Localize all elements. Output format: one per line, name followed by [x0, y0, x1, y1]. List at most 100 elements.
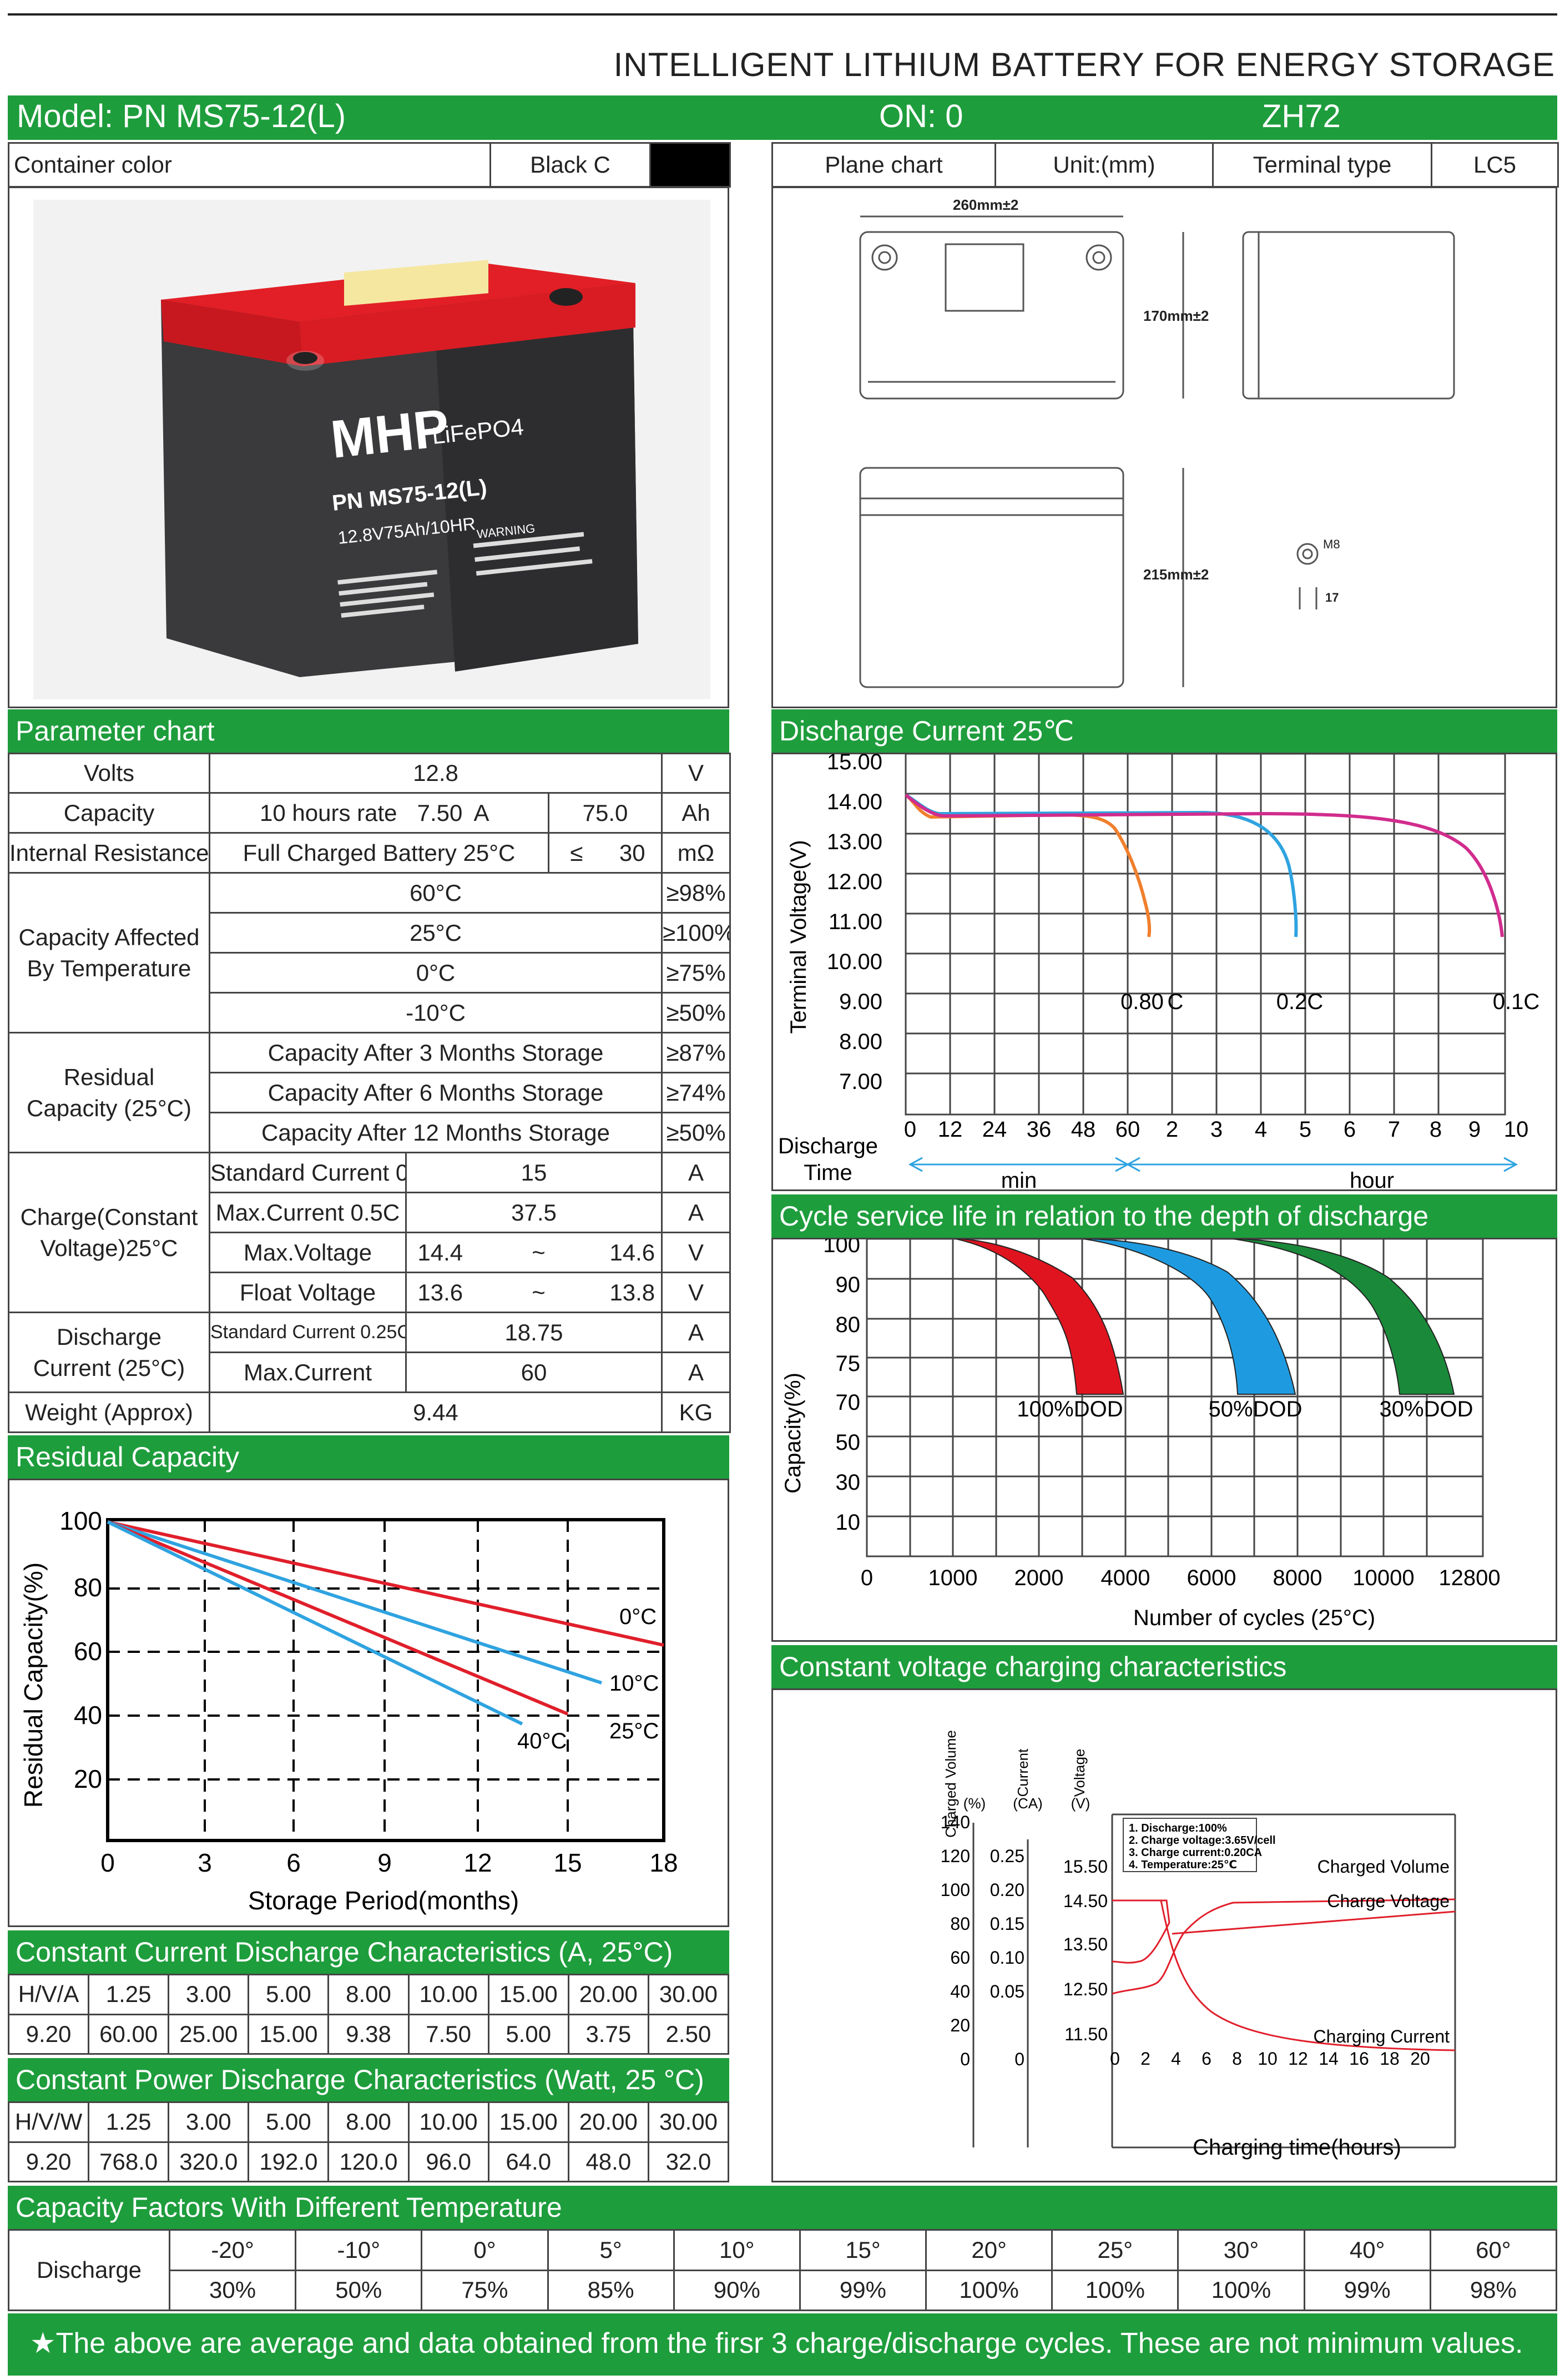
cv-note-3: 3. Charge current:0.20CA [1129, 1847, 1262, 1859]
dc-xtick-2h: 2 [1166, 1117, 1178, 1142]
label-080c: 0.80 [1120, 990, 1164, 1014]
product-code: ZH72 [1262, 98, 1341, 134]
cv-x-16: 16 [1349, 2049, 1369, 2069]
cv-current-label: Charging Current [1314, 2026, 1450, 2046]
container-row: Container color Black C [8, 142, 731, 188]
cp-h3: 5.00 [248, 2101, 330, 2143]
resistance-symbol: ≤ [548, 832, 604, 874]
resistance-unit: mΩ [661, 832, 731, 874]
cv-voltage-label: Charge Voltage [1327, 1891, 1450, 1911]
cy-xlabel: Number of cycles (25°C) [1133, 1606, 1375, 1630]
discharge-max-value: 60 [405, 1352, 663, 1393]
capacity-label: Capacity [8, 792, 210, 834]
cv-t2-010: 0.10 [990, 1948, 1024, 1968]
dc-xtick-8h: 8 [1430, 1117, 1442, 1142]
temp-val-4: ≥50% [661, 992, 731, 1033]
capacity-value: 75.0 [548, 792, 663, 834]
discharge-chart-title: Discharge Current 25℃ [771, 709, 1557, 753]
cv-t1-20: 20 [950, 2015, 970, 2035]
cc-h8: 30.00 [647, 1974, 730, 2015]
cy-ylabel: Capacity(%) [781, 1373, 805, 1494]
cv-chart-frame [771, 1688, 1557, 2182]
res-ytick-80: 80 [74, 1573, 102, 1602]
cy-ytick-90: 90 [836, 1273, 861, 1297]
dim-width: 260mm±2 [953, 196, 1018, 213]
top-rule [8, 13, 1557, 16]
temp-val-3: ≥75% [661, 952, 731, 994]
temp-val-2: ≥100% [661, 912, 731, 954]
cc-h5: 10.00 [407, 1974, 489, 2015]
cc-h1: 1.25 [88, 1974, 170, 2015]
charge-label: Charge(Constant Voltage)25°C [8, 1152, 210, 1313]
battery-image-frame [8, 186, 729, 708]
factor-val-3: 75% [421, 2269, 549, 2311]
residual-val-1: ≥87% [661, 1032, 731, 1073]
dc-xtick-60: 60 [1115, 1117, 1140, 1142]
cy-xtick-4000: 4000 [1101, 1566, 1150, 1590]
cy-ytick-100: 100 [823, 1239, 860, 1257]
cv-t1-120: 120 [941, 1846, 970, 1866]
temp-row-1: 60°C [209, 872, 663, 914]
cp-h6: 15.00 [487, 2101, 569, 2143]
factor-val-11: 98% [1429, 2269, 1558, 2311]
cy-ytick-10: 10 [836, 1510, 861, 1535]
drawing-frame [771, 186, 1557, 708]
cv-t3-1250: 12.50 [1063, 1979, 1108, 1999]
residual-label: Residual Capacity (25°C) [8, 1032, 210, 1153]
dc-ytick-11: 11.00 [829, 910, 882, 934]
dc-xtick-48: 48 [1071, 1117, 1096, 1142]
cc-r5: 7.50 [407, 2013, 489, 2055]
charge-std-label: Standard Current 0.2C [209, 1152, 407, 1193]
res-xlabel: Storage Period(months) [248, 1886, 519, 1915]
weight-unit: KG [661, 1391, 731, 1433]
factor-val-6: 99% [799, 2269, 927, 2311]
factors-title: Capacity Factors With Different Temperat… [8, 2186, 1557, 2229]
parameter-table: Volts 12.8 V Capacity 10 hours rate 7.50 A 75.… [8, 753, 731, 1433]
cycle-chart-title: Cycle service life in relation to the de… [771, 1194, 1557, 1238]
cv-note-4: 4. Temperature:25℃ [1129, 1859, 1237, 1871]
cv-t3-1150: 11.50 [1064, 2024, 1108, 2044]
factor-val-10: 99% [1303, 2269, 1431, 2311]
terminal-type-label: Terminal type [1212, 142, 1432, 188]
cv-t2-020: 0.20 [990, 1880, 1024, 1900]
temp-row-2: 25°C [209, 912, 663, 954]
footer-bar: ★The above are average and data obtained… [8, 2313, 1557, 2376]
charge-max-unit: A [661, 1192, 731, 1233]
cv-axis1-unit: (%) [963, 1795, 986, 1812]
max-voltage-label: Max.Voltage [209, 1232, 407, 1273]
cv-t1-140: 140 [941, 1812, 970, 1832]
dc-hour-label: hour [1350, 1168, 1394, 1190]
factor-temp-11: 60° [1429, 2229, 1558, 2271]
cy-xtick-8000: 8000 [1273, 1566, 1322, 1590]
cv-x-4: 4 [1171, 2049, 1181, 2069]
parameter-chart-title: Parameter chart [8, 709, 729, 753]
float-voltage-high: 13.8 [603, 1272, 663, 1313]
label-c-unit: C [1168, 990, 1184, 1014]
cp-h7: 20.00 [567, 2101, 649, 2143]
res-ytick-60: 60 [74, 1637, 102, 1666]
max-voltage-tilde: ~ [473, 1232, 604, 1273]
cv-x-6: 6 [1201, 2049, 1211, 2069]
dc-xtick-0: 0 [904, 1117, 916, 1142]
max-voltage-low: 14.4 [405, 1232, 474, 1273]
dc-xtick-9h: 9 [1468, 1117, 1481, 1142]
charge-max-label: Max.Current 0.5C [209, 1192, 407, 1233]
cp-r4: 120.0 [327, 2141, 410, 2182]
cc-h6: 15.00 [487, 1974, 569, 2015]
cc-table: H/V/A 1.25 3.00 5.00 8.00 10.00 15.00 20.00 30.0… [7, 1974, 730, 2055]
battery-image: MHP LiFePO4 PN MS75-12(L) 12.8V75Ah/10HR… [33, 200, 710, 699]
discharge-std-unit: A [661, 1312, 731, 1353]
brand-logo: MHP [328, 398, 452, 470]
discharge-max-unit: A [661, 1352, 731, 1393]
cv-axis2-title: Current [1014, 1748, 1031, 1797]
container-color-label: Container color [8, 142, 491, 188]
dc-ytick-14: 14.00 [827, 790, 882, 814]
res-xtick-9: 9 [377, 1848, 392, 1877]
residual-row-3: Capacity After 12 Months Storage [209, 1112, 663, 1153]
cp-r0: 9.20 [7, 2141, 90, 2182]
dod50-label: 50%DOD [1209, 1397, 1303, 1421]
cc-r0: 9.20 [7, 2013, 90, 2055]
cc-r3: 15.00 [248, 2013, 330, 2055]
volts-value: 12.8 [209, 753, 663, 794]
cy-xtick-1000: 1000 [928, 1566, 978, 1590]
